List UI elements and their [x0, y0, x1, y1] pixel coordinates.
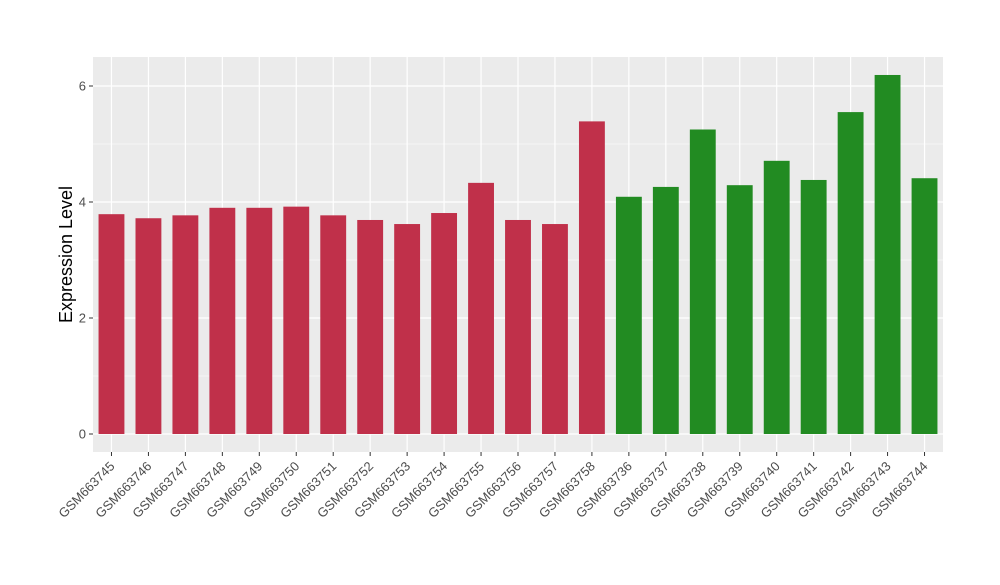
bar-GSM663746: [135, 218, 162, 434]
bar-GSM663757: [542, 224, 568, 434]
bar-GSM663758: [578, 121, 605, 434]
y-tick-label: 2: [79, 311, 86, 326]
bar-GSM663744: [911, 178, 938, 434]
y-axis-label: Expression Level: [56, 186, 76, 323]
bar-GSM663752: [357, 219, 384, 434]
bar-GSM663751: [320, 215, 347, 434]
y-tick-label: 4: [79, 195, 86, 210]
bar-GSM663753: [394, 224, 421, 434]
bar-GSM663754: [431, 213, 458, 434]
bars: [98, 74, 938, 434]
bar-GSM663756: [505, 219, 531, 434]
y-axis: 0 2 4 6: [79, 79, 93, 442]
y-tick-label: 0: [79, 427, 86, 442]
bar-GSM663738: [689, 129, 716, 434]
bar-GSM663748: [209, 207, 236, 434]
bar-GSM663750: [283, 206, 310, 434]
bar-GSM663739: [726, 185, 753, 434]
bar-GSM663749: [246, 207, 273, 434]
bar-GSM663742: [837, 112, 864, 434]
bar-GSM663745: [98, 214, 125, 434]
bar-GSM663747: [172, 215, 199, 434]
y-tick-label: 6: [79, 79, 86, 94]
bar-GSM663736: [615, 196, 642, 434]
x-axis: GSM663745GSM663746GSM663747GSM663748GSM6…: [55, 452, 931, 521]
bar-GSM663740: [763, 160, 790, 434]
bar-GSM663741: [800, 179, 827, 434]
bar-GSM663737: [652, 186, 679, 434]
bar-GSM663743: [874, 74, 901, 434]
bar-GSM663755: [468, 182, 494, 434]
